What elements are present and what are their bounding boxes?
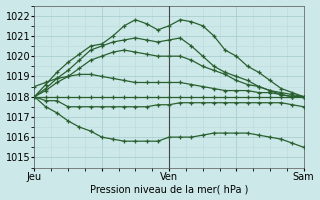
X-axis label: Pression niveau de la mer( hPa ): Pression niveau de la mer( hPa ) [90, 184, 248, 194]
